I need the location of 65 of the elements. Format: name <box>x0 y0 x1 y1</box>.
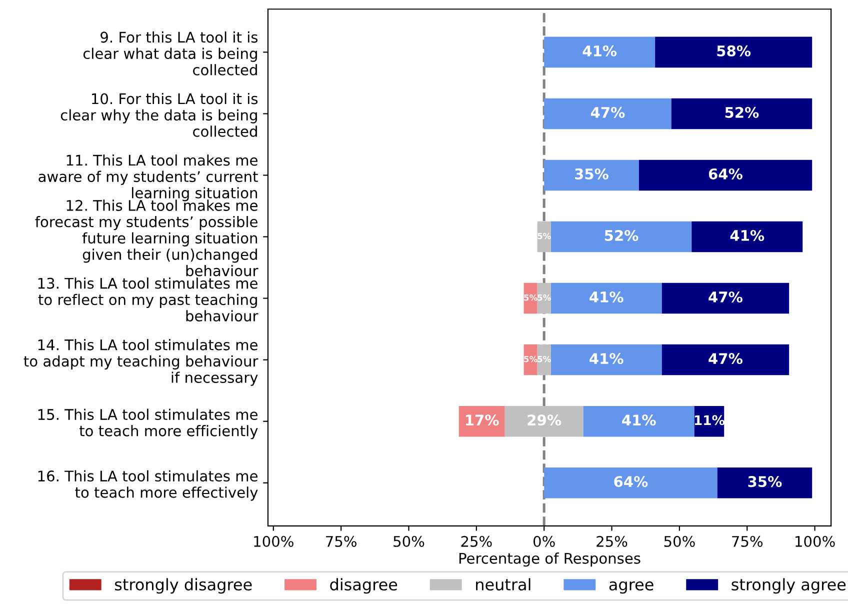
y-tick-label: 12. This LA tool makes me forecast my students’ possible future learning situation given their (un)changed behaviour <box>35 200 258 276</box>
bar <box>544 36 656 68</box>
data-label: 58% <box>717 45 751 56</box>
bar <box>544 160 639 191</box>
bar <box>550 282 662 314</box>
legend-label: neutral <box>476 578 530 591</box>
data-label: 41% <box>590 291 624 303</box>
bar <box>550 344 662 376</box>
data-label: 5% <box>538 356 551 362</box>
bar <box>504 406 584 437</box>
x-tick-label: 75% <box>326 536 356 547</box>
bar <box>662 344 790 376</box>
x-tick-label: 100% <box>796 536 835 547</box>
data-label: 5% <box>538 232 551 240</box>
x-axis-title: Percentage of Responses <box>459 552 640 567</box>
legend-label: disagree <box>330 578 398 594</box>
data-label: 35% <box>748 476 782 488</box>
legend-label: strongly agree <box>732 578 846 594</box>
data-label: 5% <box>538 294 551 301</box>
data-label: 41% <box>582 45 617 56</box>
bar <box>638 160 812 191</box>
bar <box>583 406 694 437</box>
bar <box>662 282 790 314</box>
data-label: 47% <box>590 106 625 118</box>
y-tick-label: 14. This LA tool stimulates me to adapt my teaching behaviour if necessary <box>24 339 258 386</box>
data-label: 5% <box>524 356 538 362</box>
bar <box>537 282 551 314</box>
x-tick-label: 50% <box>394 536 424 547</box>
data-label: 64% <box>614 476 648 488</box>
data-label: 64% <box>708 168 742 180</box>
x-tick-label: 50% <box>664 536 695 547</box>
data-label: 52% <box>604 230 638 241</box>
data-label: 35% <box>574 168 608 180</box>
data-label: 29% <box>528 414 562 426</box>
data-label: 17% <box>466 414 499 426</box>
y-tick-label: 13. This LA tool stimulates me to reflect on my past teaching behaviour <box>38 278 258 322</box>
data-label: 47% <box>708 353 742 364</box>
bar <box>537 344 551 376</box>
data-label: 41% <box>730 230 764 241</box>
x-tick-label: 75% <box>732 536 763 547</box>
x-tick-label: 25% <box>461 536 492 547</box>
bar <box>671 98 812 130</box>
y-tick-label: 15. This LA tool stimulates me to teach more efficiently <box>38 408 258 440</box>
bar <box>537 221 551 252</box>
y-tick-label: 9. For this LA tool it is clear what data is being collected <box>83 31 258 76</box>
bar <box>717 467 812 498</box>
bar <box>550 221 692 252</box>
data-label: 52% <box>725 106 759 118</box>
data-label: 41% <box>622 414 656 426</box>
x-tick-label: 25% <box>596 536 628 547</box>
legend-label: strongly disagree <box>114 578 252 594</box>
x-tick-label: 0% <box>533 536 555 547</box>
bar <box>524 282 538 314</box>
data-label: 47% <box>708 291 742 303</box>
bar <box>524 344 538 376</box>
bar <box>655 36 812 68</box>
bar <box>544 467 718 498</box>
y-tick-label: 10. For this LA tool it is clear why the data is being collected <box>60 92 258 137</box>
data-label: 5% <box>524 294 538 301</box>
x-tick-label: 100% <box>254 536 294 547</box>
y-tick-label: 16. This LA tool stimulates me to teach more effectively <box>38 470 258 501</box>
bar <box>692 221 803 252</box>
legend-label: agree <box>609 581 654 594</box>
data-label: 41% <box>590 353 624 364</box>
bar <box>544 98 672 130</box>
